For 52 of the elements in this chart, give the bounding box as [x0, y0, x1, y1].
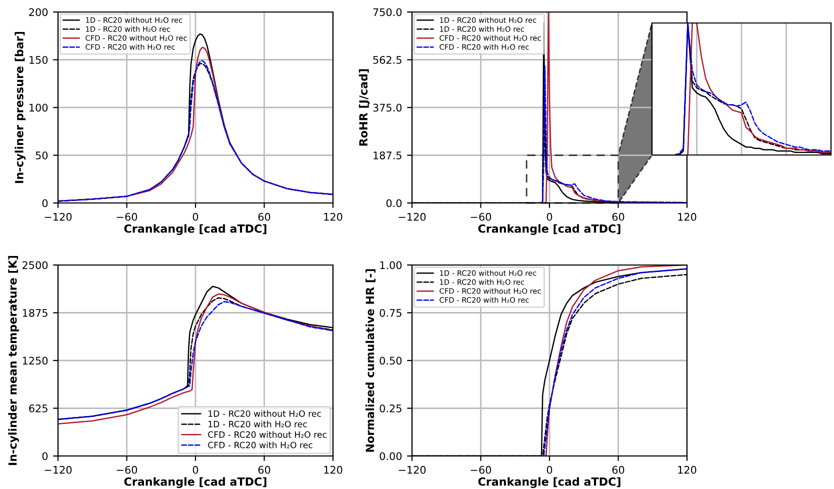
legend-label: CFD - RC20 with H₂O rec: [208, 442, 312, 448]
y-axis-title: RoHR [J/cad]: [358, 69, 370, 146]
y-tick-label: 200: [29, 8, 48, 16]
y-tick-label: 1875: [22, 308, 48, 317]
x-tick-label: 60: [258, 212, 270, 221]
y-tick-label: 100: [30, 104, 48, 112]
x-tick-label: 0: [192, 466, 198, 474]
y-axis-title: In-cylinder mean temperature [K]: [8, 256, 19, 465]
x-tick-label: 120: [324, 466, 342, 474]
legend-label: CFD - RC20 without H₂O rec: [208, 431, 326, 438]
y-tick-label: 1.00: [380, 261, 402, 270]
x-tick-label: 60: [612, 466, 624, 474]
x-tick-label: 60: [612, 212, 624, 221]
x-tick-label: 120: [678, 212, 696, 221]
y-tick-label: 562.5: [373, 56, 402, 64]
x-tick-label: −120: [398, 212, 426, 221]
x-tick-label: 0: [192, 212, 198, 221]
y-tick-label: 0.50: [380, 356, 402, 365]
x-axis-title: Crankangle [cad aTDC]: [124, 224, 266, 236]
x-tick-label: −60: [470, 212, 492, 221]
y-tick-label: 0.75: [380, 308, 402, 317]
legend-label: 1D - RC20 without H₂O rec: [208, 410, 321, 417]
x-tick-label: −60: [470, 466, 492, 474]
y-axis-title: In-cyliner pressure [bar]: [14, 32, 26, 183]
y-tick-label: 50: [36, 151, 48, 160]
y-tick-label: 0.25: [380, 404, 402, 412]
x-tick-label: 120: [678, 466, 696, 474]
x-tick-label: −120: [398, 466, 426, 474]
y-tick-label: 0.0: [386, 199, 402, 208]
x-tick-label: 60: [258, 466, 270, 474]
x-axis-title: Crankangle [cad aTDC]: [124, 477, 266, 488]
x-tick-label: −120: [44, 466, 72, 474]
y-tick-label: 0.00: [380, 452, 402, 460]
x-axis-title: Crankangle [cad aTDC]: [478, 477, 620, 488]
x-tick-label: 120: [324, 212, 342, 221]
y-axis-title: Normalized cumulative HR [-]: [366, 269, 376, 452]
x-tick-label: 0: [546, 212, 552, 221]
x-axis-title: Crankangle [cad aTDC]: [478, 224, 620, 236]
y-tick-label: 0: [42, 452, 48, 460]
x-tick-label: −120: [44, 212, 72, 221]
x-tick-label: 0: [546, 466, 552, 474]
y-tick-label: 150: [30, 56, 48, 64]
y-tick-label: 625: [29, 404, 48, 412]
y-tick-label: 187.5: [374, 151, 402, 160]
y-tick-label: 375.0: [373, 104, 402, 112]
y-tick-label: 750.0: [373, 8, 402, 16]
legend-label: 1D - RC20 with H₂O rec: [208, 420, 307, 428]
y-tick-label: 1250: [22, 356, 48, 365]
x-tick-label: −60: [116, 212, 138, 221]
x-tick-label: −60: [116, 466, 138, 474]
y-tick-label: 0: [42, 199, 48, 208]
y-tick-label: 2500: [22, 261, 48, 270]
